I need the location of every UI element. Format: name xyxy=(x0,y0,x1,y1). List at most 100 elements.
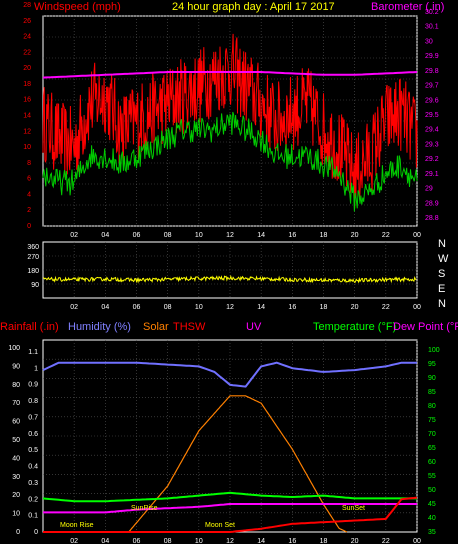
baro-y-tick: 29.8 xyxy=(425,68,439,75)
dewpoint-line xyxy=(43,503,417,514)
top-ticks: 02 04 06 08 10 12 14 16 18 20 22 000246810121416182… xyxy=(23,2,439,239)
bot-x-tick: 20 xyxy=(351,538,359,544)
bot-x-tick: 06 xyxy=(133,538,141,544)
wind-barometer-panel: Windspeed (mph) 24 hour graph day : Apri… xyxy=(23,1,444,239)
wind-direction-line xyxy=(43,274,417,284)
rain-y-tick: 0.4 xyxy=(28,464,38,471)
baro-y-tick: 30.2 xyxy=(425,9,439,16)
humidity-y-tick: 10 xyxy=(12,511,20,518)
humidity-y-tick: 50 xyxy=(12,437,20,444)
baro-y-tick: 29.4 xyxy=(425,127,439,134)
bot-x-tick: 16 xyxy=(288,538,296,544)
legend-label: Solar xyxy=(143,321,169,333)
temp-y-tick: 60 xyxy=(428,459,436,466)
wind-y-tick: 14 xyxy=(23,113,31,120)
compass-label: E xyxy=(438,283,445,295)
bot-x-tick: 18 xyxy=(320,538,328,544)
legend-label: Humidity (%) xyxy=(68,321,131,333)
rain-y-tick: 0.5 xyxy=(28,447,38,454)
sun-moon-annotation: SunRise xyxy=(131,505,158,512)
bot-headers: Rainfall (.in) Humidity (%) Solar THSW UV Tem… xyxy=(0,321,458,333)
dir-y-tick: 90 xyxy=(31,282,39,289)
baro-y-tick: 29.5 xyxy=(425,112,439,119)
humidity-y-tick: 80 xyxy=(12,382,20,389)
wind-y-tick: 2 xyxy=(27,207,31,214)
bot-x-tick: 22 xyxy=(382,538,390,544)
baro-y-tick: 30.1 xyxy=(425,24,439,31)
bot-x-tick: 10 xyxy=(195,538,203,544)
temp-y-tick: 70 xyxy=(428,431,436,438)
mid-x-tick: 16 xyxy=(288,304,296,311)
baro-y-tick: 29.1 xyxy=(425,171,439,178)
wind-y-tick: 8 xyxy=(27,160,31,167)
wind-y-tick: 22 xyxy=(23,49,31,56)
humidity-y-tick: 20 xyxy=(12,492,20,499)
temp-y-tick: 45 xyxy=(428,501,436,508)
mid-x-tick: 02 xyxy=(70,304,78,311)
wind-y-tick: 20 xyxy=(23,65,31,72)
compass-label: S xyxy=(438,268,445,280)
temp-y-tick: 50 xyxy=(428,487,436,494)
top-x-tick: 16 xyxy=(288,232,296,239)
humidity-y-tick: 60 xyxy=(12,419,20,426)
humidity-y-tick: 30 xyxy=(12,474,20,481)
baro-y-tick: 29 xyxy=(425,186,433,193)
mid-grid xyxy=(43,242,418,298)
rain-y-tick: 0 xyxy=(34,529,38,536)
mid-x-tick: 00 xyxy=(413,304,421,311)
mid-x-tick: 08 xyxy=(164,304,172,311)
dir-y-tick: 360 xyxy=(27,244,39,251)
rain-y-tick: 0.8 xyxy=(28,398,38,405)
wind-y-tick: 24 xyxy=(23,34,31,41)
temp-y-tick: 100 xyxy=(428,347,440,354)
bot-x-tick: 04 xyxy=(101,538,109,544)
bot-x-tick: 02 xyxy=(70,538,78,544)
bot-x-tick: 14 xyxy=(257,538,265,544)
humidity-y-tick: 90 xyxy=(12,363,20,370)
wind-y-tick: 16 xyxy=(23,97,31,104)
compass-label: N xyxy=(438,298,446,310)
humidity-y-tick: 40 xyxy=(12,455,20,462)
mid-x-tick: 06 xyxy=(133,304,141,311)
climate-panel: Rainfall (.in) Humidity (%) Solar THSW UV Tem… xyxy=(0,321,458,544)
rain-y-tick: 0.3 xyxy=(28,480,38,487)
legend-label: Rainfall (.in) xyxy=(0,321,59,333)
bot-x-tick: 08 xyxy=(164,538,172,544)
rain-y-tick: 1.1 xyxy=(28,349,38,356)
wind-axis-title: Windspeed (mph) xyxy=(34,1,121,13)
temp-y-tick: 55 xyxy=(428,473,436,480)
baro-y-tick: 28.9 xyxy=(425,200,439,207)
barometer-axis-title: Barometer (.in) xyxy=(371,1,444,13)
dir-y-tick: 180 xyxy=(27,268,39,275)
wind-y-tick: 6 xyxy=(27,176,31,183)
mid-x-tick: 04 xyxy=(101,304,109,311)
rain-y-tick: 0.9 xyxy=(28,382,38,389)
temp-y-tick: 90 xyxy=(428,375,436,382)
bot-series xyxy=(42,361,418,533)
temp-y-tick: 95 xyxy=(428,361,436,368)
temp-y-tick: 85 xyxy=(428,389,436,396)
top-x-tick: 06 xyxy=(133,232,141,239)
wind-y-tick: 28 xyxy=(23,2,31,9)
baro-y-tick: 29.2 xyxy=(425,156,439,163)
rain-y-tick: 1 xyxy=(34,365,38,372)
chart-title: 24 hour graph day : April 17 2017 xyxy=(172,1,335,13)
top-x-tick: 10 xyxy=(195,232,203,239)
wind-y-tick: 18 xyxy=(23,81,31,88)
mid-x-tick: 10 xyxy=(195,304,203,311)
baro-y-tick: 29.9 xyxy=(425,53,439,60)
solar-line xyxy=(128,395,348,533)
legend-label: Temperature (°F) xyxy=(313,321,396,333)
bot-x-tick: 12 xyxy=(226,538,234,544)
mid-x-tick: 22 xyxy=(382,304,390,311)
temperature-line xyxy=(42,491,417,503)
top-x-tick: 18 xyxy=(320,232,328,239)
humidity-y-tick: 70 xyxy=(12,400,20,407)
rain-y-tick: 0.2 xyxy=(28,496,38,503)
wind-y-tick: 0 xyxy=(27,223,31,230)
bot-grid xyxy=(43,340,418,532)
sun-moon-annotation: Moon Rise xyxy=(60,522,94,529)
compass-label: W xyxy=(438,253,449,265)
